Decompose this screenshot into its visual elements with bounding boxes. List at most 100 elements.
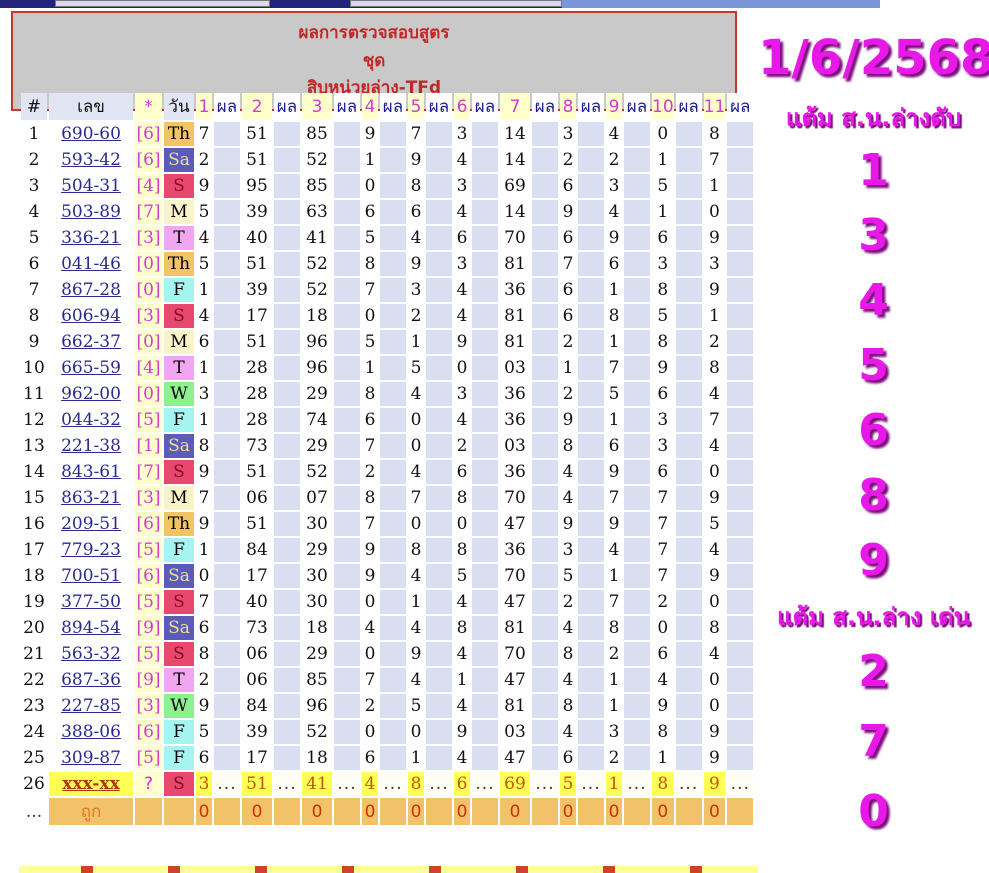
number-link[interactable]: 665-59 (61, 358, 121, 378)
col-header-step-8: 8 (560, 93, 576, 120)
browser-tab[interactable] (350, 0, 562, 7)
number-link[interactable]: 041-46 (61, 254, 121, 274)
number-cell: 044-32 (49, 408, 133, 432)
result-cell (380, 330, 406, 354)
browser-tab[interactable] (55, 0, 270, 7)
number-link[interactable]: 962-00 (61, 384, 121, 404)
step-value: 4 (652, 668, 674, 692)
number-link[interactable]: 563-32 (61, 644, 121, 664)
result-cell (274, 252, 300, 276)
result-cell (624, 252, 650, 276)
result-pending-cell: ... (274, 772, 300, 796)
result-cell (380, 746, 406, 770)
result-cell (532, 278, 558, 302)
number-link[interactable]: 662-37 (61, 332, 121, 352)
number-link[interactable]: 690-60 (61, 124, 121, 144)
number-link[interactable]: 863-21 (61, 488, 121, 508)
result-cell (274, 720, 300, 744)
result-cell (380, 304, 406, 328)
table-row: 18 700-51 [6] Sa 0 17 30 9 4 5 70 5 1 7 9 (21, 564, 754, 588)
step-value: 28 (242, 356, 272, 380)
result-cell (274, 330, 300, 354)
hot-digit: 7 (858, 716, 889, 767)
step-value: 1 (652, 200, 674, 224)
number-link[interactable]: 700-51 (61, 566, 121, 586)
day-chip: F (164, 720, 194, 744)
step-value: 7 (703, 408, 726, 432)
result-cell (274, 174, 300, 198)
step-value: 1 (703, 304, 726, 328)
result-cell (675, 330, 702, 354)
tally-count: 0 (652, 798, 674, 825)
step-value: 6 (408, 200, 424, 224)
result-cell (380, 200, 406, 224)
number-link[interactable]: 309-87 (61, 748, 121, 768)
result-cell (214, 200, 240, 224)
result-cell (472, 616, 498, 640)
result-cell (624, 486, 650, 510)
number-link[interactable]: 867-28 (61, 280, 121, 300)
number-link[interactable]: 221-38 (61, 436, 121, 456)
table-row: 14 843-61 [7] S 9 51 52 2 4 6 36 4 9 6 0 (21, 460, 754, 484)
result-cell (334, 382, 360, 406)
result-cell (274, 694, 300, 718)
step-value: 4 (560, 616, 576, 640)
result-cell (675, 122, 702, 146)
result-cell (334, 200, 360, 224)
step-value: 1 (606, 564, 622, 588)
result-cell (426, 278, 452, 302)
number-link[interactable]: 503-89 (61, 202, 121, 222)
result-cell (532, 330, 558, 354)
step-value: 51 (242, 252, 272, 276)
step-value: 6 (652, 642, 674, 666)
number-link[interactable]: 044-32 (61, 410, 121, 430)
top-tab-bar (0, 0, 989, 8)
result-cell (274, 148, 300, 172)
tally-filler (624, 798, 650, 825)
result-cell (532, 382, 558, 406)
star-value: [5] (135, 408, 162, 432)
step-value: 2 (703, 330, 726, 354)
step-value: 2 (560, 590, 576, 614)
step-value: 9 (703, 746, 726, 770)
number-link[interactable]: 687-36 (61, 670, 121, 690)
pending-number-link[interactable]: xxx-xx (62, 774, 120, 794)
result-cell (727, 252, 754, 276)
step-value: 4 (454, 408, 470, 432)
result-cell (532, 174, 558, 198)
result-cell (274, 512, 300, 536)
step-value: 1 (408, 746, 424, 770)
number-link[interactable]: 843-61 (61, 462, 121, 482)
number-link[interactable]: 388-06 (61, 722, 121, 742)
result-cell (675, 434, 702, 458)
day-chip: Th (164, 512, 194, 536)
result-cell (214, 330, 240, 354)
step-value: 2 (606, 642, 622, 666)
step-value: 1 (606, 694, 622, 718)
step-value: 40 (242, 590, 272, 614)
number-link[interactable]: 894-54 (61, 618, 121, 638)
step-value: 30 (302, 590, 332, 614)
result-cell (727, 382, 754, 406)
step-value: 4 (408, 382, 424, 406)
step-value: 29 (302, 382, 332, 406)
number-link[interactable]: 779-23 (61, 540, 121, 560)
tally-count: 0 (362, 798, 378, 825)
result-cell (426, 668, 452, 692)
step-value: 6 (652, 382, 674, 406)
number-link[interactable]: 606-94 (61, 306, 121, 326)
result-cell (274, 304, 300, 328)
result-cell (532, 486, 558, 510)
step-value: 06 (242, 486, 272, 510)
number-link[interactable]: 593-42 (61, 150, 121, 170)
step-value: 41 (302, 226, 332, 250)
number-link[interactable]: 377-50 (61, 592, 121, 612)
number-link[interactable]: 336-21 (61, 228, 121, 248)
result-pending-cell: ... (334, 772, 360, 796)
number-link[interactable]: 227-85 (61, 696, 121, 716)
number-link[interactable]: 209-51 (61, 514, 121, 534)
number-link[interactable]: 504-31 (61, 176, 121, 196)
step-value: 17 (242, 564, 272, 588)
result-cell (578, 434, 604, 458)
result-cell (727, 226, 754, 250)
